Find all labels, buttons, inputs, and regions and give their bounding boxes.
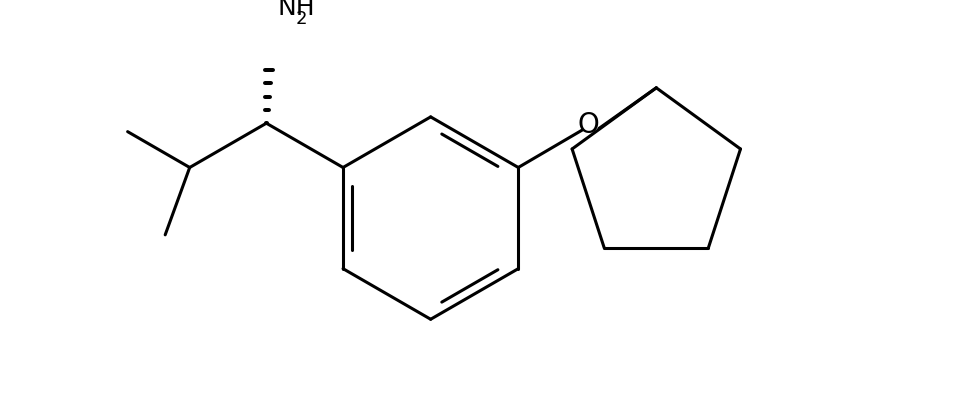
Text: 2: 2: [296, 10, 307, 28]
Text: NH: NH: [277, 0, 315, 20]
Text: O: O: [578, 111, 599, 139]
